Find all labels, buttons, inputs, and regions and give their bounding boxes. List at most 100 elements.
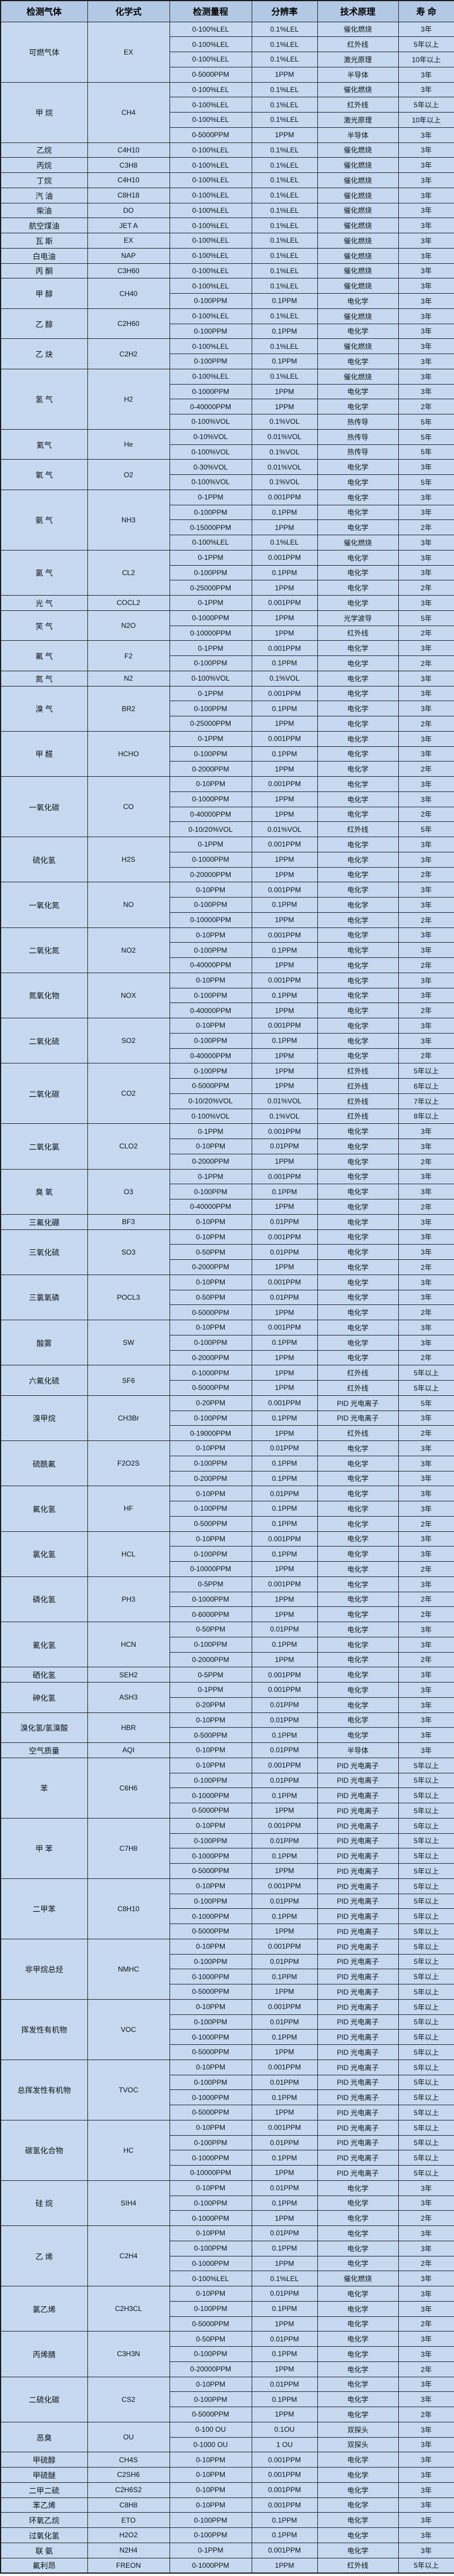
range-cell: 0-10PPM	[169, 882, 252, 898]
life-cell: 3年	[398, 247, 454, 264]
resolution-cell: 0.1%VOL	[251, 1108, 318, 1124]
life-cell: 5年以上	[398, 2119, 454, 2136]
range-cell: 0-10PPM	[169, 1274, 252, 1290]
range-cell: 0-1000PPM	[169, 2150, 252, 2166]
principle-cell: 红外线	[317, 1108, 399, 1124]
principle-cell: 电化学	[317, 1229, 399, 1245]
formula-cell: C8H18	[87, 187, 170, 203]
table-row: 氨 气 NH3 0-1PPM 0.001PPM 电化学 3年	[0, 489, 454, 550]
life-cell: 5年以上	[398, 1803, 454, 1819]
gas-name-cell: 氯乙烯	[0, 2285, 88, 2332]
table-row: 0-100PPM 0.1PPM 电化学 3年	[1, 504, 454, 521]
life-cell: 5年以上	[398, 1923, 454, 1939]
life-cell: 3年	[398, 670, 454, 687]
resolution-cell: 0.01PPM	[251, 1622, 318, 1637]
table-row: 一氧化碳 CO 0-10PPM 0.001PPM 电化学 3年	[0, 776, 454, 837]
resolution-cell: 0.1%LEL	[251, 112, 318, 128]
range-cell: 0-1PPM	[169, 549, 252, 566]
life-cell: 3年	[398, 66, 454, 83]
table-row: 0-100PPM 0.1PPM 电化学 3年	[1, 2346, 454, 2362]
life-cell: 5年以上	[398, 1787, 454, 1803]
range-cell: 0-10PPM	[169, 1712, 252, 1728]
life-cell: 3年	[398, 882, 454, 898]
gas-name-cell: 三氯氧磷	[0, 1274, 88, 1321]
gas-name-cell: 环氧乙烷	[0, 2512, 88, 2528]
life-cell: 5年以上	[398, 97, 454, 113]
principle-cell: 电化学	[317, 293, 399, 309]
life-cell: 2年	[398, 866, 454, 883]
formula-cell: POCL3	[87, 1274, 170, 1321]
principle-cell: 电化学	[317, 1350, 399, 1366]
principle-cell: 电化学	[317, 1470, 399, 1487]
formula-cell: HF	[87, 1486, 170, 1532]
resolution-cell: 1PPM	[251, 2105, 318, 2120]
resolution-cell: 0.1PPM	[251, 987, 318, 1004]
formula-cell: OU	[87, 2421, 170, 2453]
principle-cell: 半导体	[317, 1742, 399, 1758]
gas-name-cell: 二氧化硫	[0, 1017, 88, 1064]
range-cell: 0-50PPM	[169, 1244, 252, 1260]
principle-cell: 电化学	[317, 1546, 399, 1562]
range-cell: 0-30%VOL	[169, 459, 252, 475]
principle-cell: 电化学	[317, 1002, 399, 1018]
life-cell: 3年	[398, 2512, 454, 2528]
table-row: 丙 酮 C3H60 0-100%LEL 0.1%LEL 催化燃烧 3年	[0, 263, 454, 279]
formula-cell: C2H3CL	[87, 2285, 170, 2332]
principle-cell: 电化学	[317, 565, 399, 581]
resolution-cell: 0.001PPM	[251, 1667, 318, 1683]
resolution-cell: 1PPM	[251, 399, 318, 414]
table-row: 0-5000PPM 1PPM 半导体 3年	[1, 66, 454, 83]
resolution-cell: 0.01PPM	[251, 1712, 318, 1728]
table-row: 磷化氢 PH3 0-5PPM 0.001PPM 电化学 3年	[0, 1576, 454, 1623]
life-cell: 8年以上	[398, 1108, 454, 1124]
resolution-cell: 0.01PPM	[251, 1244, 318, 1260]
resolution-cell: 1PPM	[251, 791, 318, 807]
principle-cell: 电化学	[317, 897, 399, 913]
table-row: 空气质量 AQI 0-10PPM 0.01PPM 半导体 3年	[0, 1742, 454, 1758]
life-cell: 2年	[398, 957, 454, 973]
gas-name-cell: 氮 气	[0, 670, 88, 687]
resolution-cell: 0.1%LEL	[251, 142, 318, 158]
table-row: 溴化氢/氢溴酸 HBR 0-10PPM 0.01PPM 电化学 3年	[0, 1712, 454, 1743]
resolution-cell: 0.1PPM	[251, 1969, 318, 1984]
gas-name-cell: 硫酰氟	[0, 1440, 88, 1487]
range-cell: 0-100PPM	[169, 897, 252, 913]
formula-cell: SEH2	[87, 1667, 170, 1683]
principle-cell: 电化学	[317, 1274, 399, 1290]
gas-name-cell: 氢 气	[0, 368, 88, 430]
formula-cell: NAP	[87, 247, 170, 264]
life-cell: 3年	[398, 142, 454, 158]
principle-cell: 电化学	[317, 2331, 399, 2347]
table-row: 瓦 斯 EX 0-100%LEL 0.1%LEL 催化燃烧 3年	[0, 233, 454, 249]
table-row: 六氟化硫 SF6 0-1000PPM 1PPM 红外线 5年以上	[0, 1365, 454, 1396]
resolution-cell: 0.01PPM	[251, 1697, 318, 1713]
principle-cell: 催化燃烧	[317, 338, 399, 354]
life-cell: 5年以上	[398, 1938, 454, 1955]
gas-name-cell: 丁烷	[0, 172, 88, 188]
resolution-cell: 1PPM	[251, 2210, 318, 2226]
range-cell: 0-5000PPM	[169, 127, 252, 143]
range-cell: 0-100%LEL	[169, 97, 252, 113]
table-row: 0-1000PPM 0.1PPM PID 光电离子 5年以上	[1, 2029, 454, 2045]
range-cell: 0-20000PPM	[169, 866, 252, 883]
gas-name-cell: 丙烷	[0, 157, 88, 173]
table-row: 0-100%VOL 0.1%VOL 电化学 5年	[1, 474, 454, 490]
principle-cell: 电化学	[317, 1712, 399, 1728]
table-row: 联 氨 N2H4 0-1PPM 0.001PPM 电化学 3年	[0, 2542, 454, 2558]
resolution-cell: 1PPM	[251, 66, 318, 83]
principle-cell: 光学波导	[317, 610, 399, 626]
table-row: 0-5000PPM 1PPM 电化学 2年	[1, 1304, 454, 1320]
life-cell: 3年	[398, 338, 454, 354]
life-cell: 3年	[398, 897, 454, 913]
resolution-cell: 1 OU	[251, 2436, 318, 2453]
gas-name-cell: 乙烷	[0, 142, 88, 158]
principle-cell: 电化学	[317, 1244, 399, 1260]
range-cell: 0-10PPM	[169, 1757, 252, 1773]
range-cell: 0-10PPM	[169, 1742, 252, 1758]
principle-cell: 电化学	[317, 746, 399, 762]
table-row: 0-40000PPM 1PPM 电化学 2年	[1, 806, 454, 823]
principle-cell: PID 光电离子	[317, 2074, 399, 2091]
formula-cell: HC	[87, 2119, 170, 2181]
principle-cell: 电化学	[317, 580, 399, 596]
formula-cell: C8H10	[87, 1878, 170, 1939]
